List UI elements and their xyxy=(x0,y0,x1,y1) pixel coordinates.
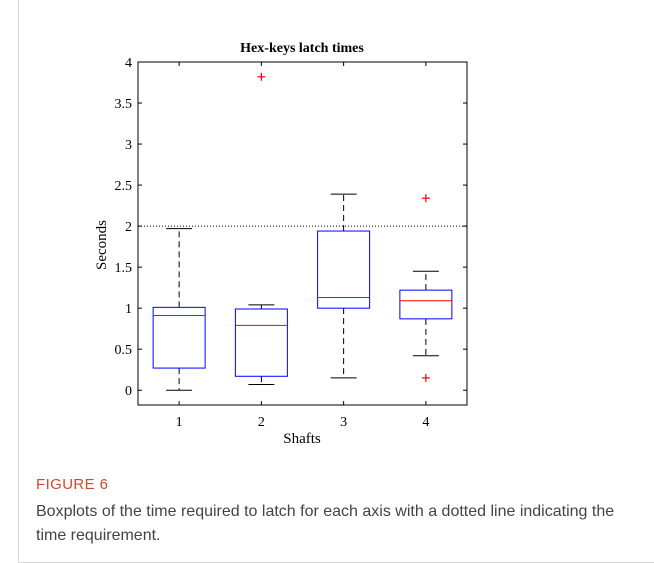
y-tick-label: 2.5 xyxy=(115,179,133,194)
figure-caption: Boxplots of the time required to latch f… xyxy=(36,503,615,544)
x-tick-label: 4 xyxy=(422,415,429,430)
plot-area: 0 0.5 1 1.5 2 2.5 3 3.5 4 1 2 3 4 xyxy=(115,56,468,430)
x-axis-label: Shafts xyxy=(283,431,321,447)
y-tick-label: 0.5 xyxy=(115,343,133,358)
figure-label: FIGURE 6 xyxy=(36,476,109,493)
y-tick-label: 1 xyxy=(125,302,132,317)
chart-title: Hex-keys latch times xyxy=(240,41,364,56)
y-tick-label: 3.5 xyxy=(115,97,133,112)
x-tick-label: 2 xyxy=(258,415,265,430)
x-tick-label: 1 xyxy=(176,415,183,430)
box xyxy=(399,289,453,320)
box xyxy=(317,230,371,309)
box xyxy=(234,308,288,377)
x-tick-label: 3 xyxy=(340,415,347,430)
y-tick-label: 0 xyxy=(125,384,132,399)
left-divider xyxy=(18,0,19,563)
y-tick-label: 1.5 xyxy=(115,261,133,276)
axes-frame xyxy=(137,61,468,406)
y-tick-label: 4 xyxy=(125,56,132,71)
y-axis-label: Seconds xyxy=(94,220,110,270)
box xyxy=(152,306,206,369)
y-tick-label: 2 xyxy=(125,220,132,235)
boxplot-chart: Hex-keys latch times 0 0.5 1 1.5 2 2.5 3 3.5 4 1 2… xyxy=(94,41,468,447)
y-tick-label: 3 xyxy=(125,138,132,153)
